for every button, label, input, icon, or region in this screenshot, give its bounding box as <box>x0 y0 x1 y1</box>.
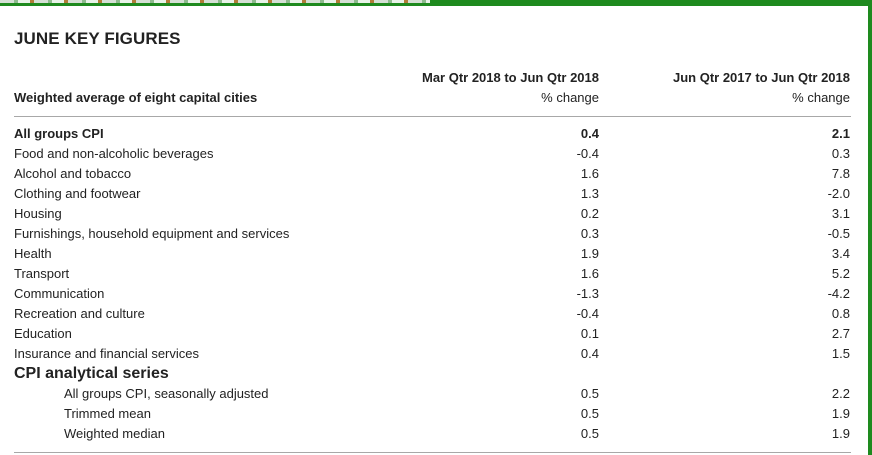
quarterly-change-value: -0.4 <box>576 306 599 321</box>
table-row: Communication -1.3 -4.2 <box>0 284 872 304</box>
row-label: Clothing and footwear <box>14 186 141 201</box>
annual-change-value: 5.2 <box>831 266 850 281</box>
annual-change-value: 0.8 <box>831 306 850 321</box>
annual-change-value: 0.3 <box>831 146 850 161</box>
quarterly-change-value: 0.4 <box>580 346 599 361</box>
row-label: Communication <box>14 286 105 301</box>
table-row: Clothing and footwear 1.3 -2.0 <box>0 184 872 204</box>
quarterly-change-value: 0.5 <box>580 386 599 401</box>
quarterly-change-value: 0.3 <box>580 226 599 241</box>
row-label: Furnishings, household equipment and ser… <box>14 226 290 241</box>
browser-top-bar <box>0 0 872 6</box>
column-header-annual: Jun Qtr 2017 to Jun Qtr 2018 <box>672 70 850 85</box>
annual-change-value: 1.9 <box>831 426 850 441</box>
quarterly-change-value: 1.9 <box>580 246 599 261</box>
column-unit-annual: % change <box>792 90 850 105</box>
row-label: Trimmed mean <box>64 406 151 421</box>
annual-change-value: 7.8 <box>831 166 850 181</box>
table-row: Recreation and culture -0.4 0.8 <box>0 304 872 324</box>
annual-change-value: 2.1 <box>831 126 850 141</box>
quarterly-change-value: -0.4 <box>576 146 599 161</box>
bookmarks-strip <box>0 0 430 3</box>
row-label: Transport <box>14 266 70 281</box>
quarterly-change-value: 0.4 <box>580 126 599 141</box>
section-heading-analytical: CPI analytical series <box>14 365 169 382</box>
table-row: Health 1.9 3.4 <box>0 244 872 264</box>
row-label: Insurance and financial services <box>14 346 199 361</box>
annual-change-value: 3.4 <box>831 246 850 261</box>
annual-change-value: 1.5 <box>831 346 850 361</box>
column-header-quarterly: Mar Qtr 2018 to Jun Qtr 2018 <box>421 70 599 85</box>
row-label: Recreation and culture <box>14 306 145 321</box>
row-header-label: Weighted average of eight capital cities <box>14 90 258 105</box>
row-label: All groups CPI <box>14 126 104 141</box>
table-row: Weighted median 0.5 1.9 <box>0 424 872 444</box>
table-row: Education 0.1 2.7 <box>0 324 872 344</box>
quarterly-change-value: -1.3 <box>576 286 599 301</box>
row-label: Health <box>14 246 52 261</box>
row-label: Weighted median <box>64 426 165 441</box>
table-row: Furnishings, household equipment and ser… <box>0 224 872 244</box>
annual-change-value: -2.0 <box>827 186 850 201</box>
header-divider <box>14 116 851 117</box>
table-row: Insurance and financial services 0.4 1.5 <box>0 344 872 364</box>
footer-divider <box>14 452 851 453</box>
quarterly-change-value: 0.1 <box>580 326 599 341</box>
table-row: Transport 1.6 5.2 <box>0 264 872 284</box>
row-label: Education <box>14 326 72 341</box>
table-row: All groups CPI 0.4 2.1 <box>0 124 872 144</box>
table-row: Alcohol and tobacco 1.6 7.8 <box>0 164 872 184</box>
window-edge <box>868 0 872 455</box>
annual-change-value: -4.2 <box>827 286 850 301</box>
column-unit-quarterly: % change <box>541 90 599 105</box>
quarterly-change-value: 0.2 <box>580 206 599 221</box>
row-label: Housing <box>14 206 62 221</box>
row-label: Alcohol and tobacco <box>14 166 132 181</box>
table-row: Food and non-alcoholic beverages -0.4 0.3 <box>0 144 872 164</box>
row-label: All groups CPI, seasonally adjusted <box>64 386 269 401</box>
quarterly-change-value: 1.6 <box>580 266 599 281</box>
quarterly-change-value: 1.6 <box>580 166 599 181</box>
annual-change-value: -0.5 <box>827 226 850 241</box>
quarterly-change-value: 1.3 <box>580 186 599 201</box>
table-row: Housing 0.2 3.1 <box>0 204 872 224</box>
table-row: All groups CPI, seasonally adjusted 0.5 2.… <box>0 384 872 404</box>
row-label: Food and non-alcoholic beverages <box>14 146 214 161</box>
annual-change-value: 1.9 <box>831 406 850 421</box>
table-row: Trimmed mean 0.5 1.9 <box>0 404 872 424</box>
quarterly-change-value: 0.5 <box>580 406 599 421</box>
annual-change-value: 2.2 <box>831 386 850 401</box>
page-title: JUNE KEY FIGURES <box>14 29 181 48</box>
quarterly-change-value: 0.5 <box>580 426 599 441</box>
annual-change-value: 3.1 <box>831 206 850 221</box>
annual-change-value: 2.7 <box>831 326 850 341</box>
